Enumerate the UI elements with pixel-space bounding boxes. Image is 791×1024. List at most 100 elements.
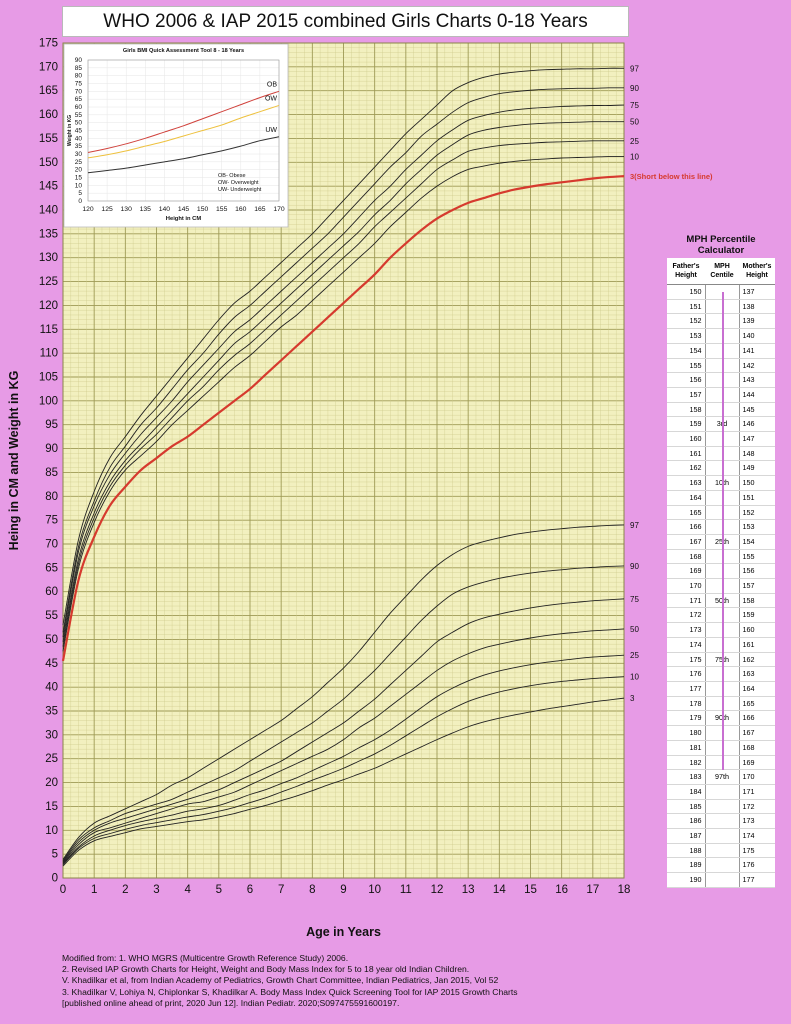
y-tick-label: 80 bbox=[45, 491, 58, 503]
mph-centile-cell bbox=[705, 813, 740, 830]
mother-height-cell: 147 bbox=[739, 431, 775, 447]
mph-row: 169 156 bbox=[667, 563, 775, 580]
inset-x-tick-label: 165 bbox=[254, 206, 266, 213]
weight-centile-line bbox=[62, 628, 625, 864]
father-height-cell: 181 bbox=[667, 740, 706, 756]
y-tick-label: 30 bbox=[45, 729, 58, 741]
father-height-cell: 177 bbox=[667, 681, 706, 697]
mother-height-cell: 151 bbox=[739, 490, 775, 506]
mph-row: 157 144 bbox=[667, 387, 775, 403]
mother-height-cell: 142 bbox=[739, 358, 775, 374]
mother-height-cell: 140 bbox=[739, 328, 775, 344]
y-tick-label: 115 bbox=[40, 324, 58, 336]
father-height-cell: 182 bbox=[667, 755, 706, 771]
x-tick-label: 12 bbox=[431, 884, 444, 896]
father-height-cell: 150 bbox=[667, 284, 706, 300]
mother-height-cell: 154 bbox=[739, 534, 775, 550]
mph-header-mother: Mother's Height bbox=[739, 258, 775, 285]
father-height-cell: 151 bbox=[667, 299, 706, 315]
weight-centile-line bbox=[62, 676, 625, 865]
height-centile-line bbox=[62, 121, 624, 642]
mother-height-cell: 143 bbox=[739, 372, 775, 388]
x-tick-label: 10 bbox=[368, 884, 381, 896]
mother-height-cell: 153 bbox=[739, 519, 775, 535]
height-centile-label: 50 bbox=[630, 118, 639, 127]
footnote: Modified from: 1. WHO MGRS (Multicentre … bbox=[62, 953, 582, 1009]
father-height-cell: 169 bbox=[667, 563, 706, 580]
y-tick-label: 95 bbox=[45, 419, 58, 431]
mother-height-cell: 173 bbox=[739, 813, 775, 830]
mother-height-cell: 168 bbox=[739, 740, 775, 756]
inset-plot-border bbox=[87, 59, 280, 202]
y-tick-label: 5 bbox=[52, 849, 58, 861]
mph-row: 180 167 bbox=[667, 725, 775, 741]
inset-y-tick-label: 0 bbox=[78, 198, 82, 205]
weight-centile-label: 50 bbox=[630, 625, 639, 634]
x-tick-label: 9 bbox=[340, 884, 346, 896]
y-tick-label: 35 bbox=[45, 706, 58, 718]
y-tick-label: 175 bbox=[39, 38, 58, 50]
mother-height-cell: 141 bbox=[739, 343, 775, 359]
x-tick-label: 4 bbox=[184, 884, 191, 896]
height-centile-label: 75 bbox=[630, 101, 639, 110]
height-centile-label: 25 bbox=[630, 137, 639, 146]
father-height-cell: 172 bbox=[667, 607, 706, 624]
y-tick-label: 100 bbox=[39, 395, 58, 407]
mother-height-cell: 161 bbox=[739, 637, 775, 653]
y-tick-label: 135 bbox=[39, 228, 58, 240]
mph-row: 188 175 bbox=[667, 843, 775, 859]
father-height-cell: 189 bbox=[667, 857, 706, 874]
father-height-cell: 155 bbox=[667, 358, 706, 374]
y-tick-label: 85 bbox=[45, 467, 58, 479]
inset-y-axis-label: Weight in KG bbox=[67, 115, 73, 146]
mph-row: 155 142 bbox=[667, 358, 775, 374]
inset-panel bbox=[63, 43, 289, 228]
father-height-cell: 183 bbox=[667, 769, 706, 785]
father-height-cell: 168 bbox=[667, 549, 706, 565]
inset-legend-item: OB- Obese bbox=[218, 173, 246, 179]
y-axis-label: Heing in CM and Weight in KG bbox=[7, 371, 21, 551]
x-tick-label: 0 bbox=[60, 884, 66, 896]
mph-row: 183 97th 170 bbox=[667, 769, 775, 785]
y-tick-label: 65 bbox=[45, 562, 58, 574]
father-height-cell: 190 bbox=[667, 872, 706, 888]
mph-row: 162 149 bbox=[667, 460, 775, 477]
mph-row: 176 163 bbox=[667, 666, 775, 682]
mph-table: Father's Height MPH Centile Mother's Hei… bbox=[667, 258, 775, 888]
mph-centile-cell bbox=[705, 857, 740, 874]
mother-height-cell: 163 bbox=[739, 666, 775, 682]
inset-y-tick-label: 25 bbox=[75, 159, 83, 166]
inset-x-axis-label: Height in CM bbox=[166, 216, 202, 222]
inset-series-label: OB bbox=[267, 81, 277, 88]
mph-row: 16310th150 bbox=[667, 475, 775, 491]
father-height-cell: 175 bbox=[667, 652, 706, 668]
y-tick-label: 165 bbox=[39, 85, 58, 97]
inset-y-tick-label: 75 bbox=[75, 81, 83, 88]
height-centile-label: 97 bbox=[630, 64, 639, 73]
x-tick-label: 18 bbox=[618, 884, 631, 896]
mph-row: 16725th154 bbox=[667, 534, 775, 550]
height-centile-line-short bbox=[61, 175, 625, 662]
mph-centile-cell bbox=[705, 784, 740, 800]
mph-row: 1593rd146 bbox=[667, 416, 775, 433]
y-tick-label: 105 bbox=[39, 372, 58, 384]
inset-y-tick-label: 35 bbox=[75, 143, 83, 150]
x-tick-label: 17 bbox=[586, 884, 599, 896]
mph-row: 170 157 bbox=[667, 578, 775, 594]
mph-row: 161 148 bbox=[667, 446, 775, 462]
mother-height-cell: 177 bbox=[739, 872, 775, 888]
y-tick-label: 25 bbox=[45, 753, 58, 765]
inset-title: Girls BMI Quick Assessment Tool 8 - 18 Y… bbox=[123, 48, 244, 54]
weight-centile-label: 75 bbox=[630, 595, 639, 604]
mother-height-cell: 165 bbox=[739, 696, 775, 712]
y-tick-label: 125 bbox=[39, 276, 58, 288]
mph-row: 151 138 bbox=[667, 299, 775, 315]
height-centile-line bbox=[62, 104, 625, 638]
mother-height-cell: 144 bbox=[739, 387, 775, 403]
mph-row: 190 177 bbox=[667, 872, 775, 888]
father-height-cell: 167 bbox=[667, 534, 706, 550]
weight-centile-line bbox=[62, 654, 625, 864]
father-height-cell: 187 bbox=[667, 828, 706, 844]
weight-centile-label: 25 bbox=[630, 651, 639, 660]
inset-x-tick-label: 155 bbox=[216, 206, 228, 213]
